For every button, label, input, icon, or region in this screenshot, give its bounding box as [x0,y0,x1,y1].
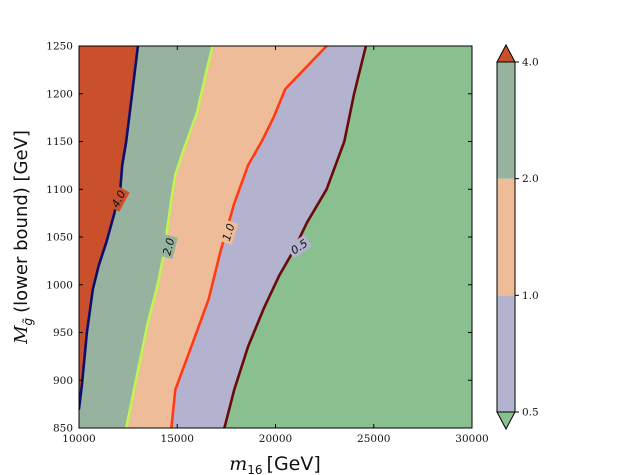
region-above-4-0 [79,46,138,409]
colorbar-segment [497,178,515,296]
y-axis-label: Mg̃(lower bound) [GeV] [11,130,35,345]
colorbar-extend-bottom [496,411,516,431]
x-tick-label: 30000 [455,433,488,445]
x-axis-ticks: 10000 15000 20000 25000 30000 [62,46,489,445]
contour-label-gap [286,234,313,259]
colorbar-segment [497,295,515,412]
y-tick-label: 1250 [46,41,73,53]
x-tick-label: 25000 [357,433,390,445]
y-tick-label: 1200 [46,88,73,100]
contour-label-gap [106,185,130,212]
colorbar-tick-label: 2.0 [522,173,539,185]
contour-label-text: 1.0 [220,222,238,243]
contour-label-gap [158,234,178,259]
colorbar [496,43,516,431]
y-axis-ticks: 850 900 950 1000 1050 1100 1150 1200 1250 [46,41,472,435]
colorbar-tick-label: 1.0 [522,290,539,302]
colorbar-tick-label: 0.5 [522,407,539,419]
x-axis-label: m16 [GeV] [229,453,321,475]
colorbar-tick-label: 4.0 [522,57,539,69]
y-tick-label: 1000 [46,279,73,291]
y-tick-label: 1100 [46,184,73,196]
y-tick-label: 1150 [46,136,73,148]
contour-label-gap [218,219,239,245]
contour-label-1-0: 1.0 [218,219,239,245]
x-tick-label: 10000 [62,433,95,445]
contour-label-2-0: 2.0 [158,234,178,259]
contour-line-1-0 [170,46,328,428]
contour-line-2-0 [124,46,214,428]
x-tick-label: 15000 [161,433,194,445]
contour-label-text: 2.0 [160,237,177,257]
colorbar-ticks: 0.5 1.0 2.0 4.0 [515,57,539,419]
colorbar-segment [497,62,515,179]
contour-labels: 4.02.01.00.5 [106,185,313,259]
y-tick-label: 900 [53,375,73,387]
y-tick-label: 850 [53,423,73,435]
colorbar-frame [496,61,516,413]
x-tick-label: 20000 [259,433,292,445]
y-tick-label: 1050 [46,232,73,244]
contour-line-4-0 [79,46,140,411]
y-tick-label: 950 [53,327,73,339]
colorbar-extend-top [496,43,516,63]
